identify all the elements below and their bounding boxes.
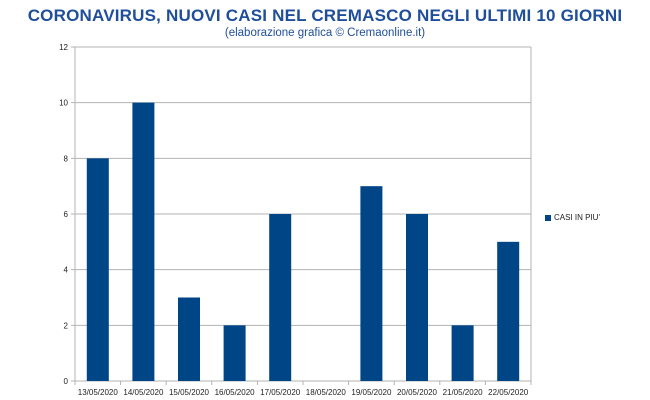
legend: CASI IN PIU' [545, 213, 600, 222]
chart-title: CORONAVIRUS, NUOVI CASI NEL CREMASCO NEG… [27, 6, 623, 25]
bar [86, 158, 109, 381]
x-tick-label: 15/05/2020 [169, 388, 210, 397]
bar [406, 214, 428, 381]
y-tick-labels: 0 2 4 6 8 10 12 [59, 43, 68, 386]
y-tick-label: 12 [59, 43, 68, 52]
x-tick-label: 22/05/2020 [488, 388, 529, 397]
y-tick-label: 2 [64, 321, 69, 330]
bar [178, 297, 200, 381]
x-tick-label: 20/05/2020 [397, 388, 438, 397]
bar [132, 102, 155, 382]
x-tick-labels: 13/05/2020 14/05/2020 15/05/2020 16/05/2020… [78, 388, 529, 397]
legend-swatch [545, 214, 551, 221]
x-tick-label: 14/05/2020 [123, 388, 164, 397]
chart-subtitle: (elaborazione grafica © Cremaonline.it) [224, 27, 426, 39]
y-tick-label: 0 [64, 377, 69, 386]
legend-label: CASI IN PIU' [554, 213, 600, 222]
y-tick-label: 4 [64, 266, 69, 275]
x-tick-label: 17/05/2020 [260, 388, 301, 397]
x-tick-label: 13/05/2020 [78, 388, 119, 397]
bars [86, 102, 520, 382]
y-tick-label: 8 [64, 154, 69, 163]
bar [451, 325, 474, 381]
bar [360, 186, 383, 381]
x-tick-label: 16/05/2020 [215, 388, 256, 397]
y-tick-label: 6 [64, 210, 69, 219]
x-tick-label: 21/05/2020 [443, 388, 484, 397]
bar [497, 241, 520, 381]
y-tick-label: 10 [59, 99, 68, 108]
axes [74, 47, 532, 385]
x-tick-label: 18/05/2020 [306, 388, 347, 397]
bar [223, 325, 246, 381]
x-tick-label: 19/05/2020 [351, 388, 392, 397]
bar [269, 214, 292, 381]
